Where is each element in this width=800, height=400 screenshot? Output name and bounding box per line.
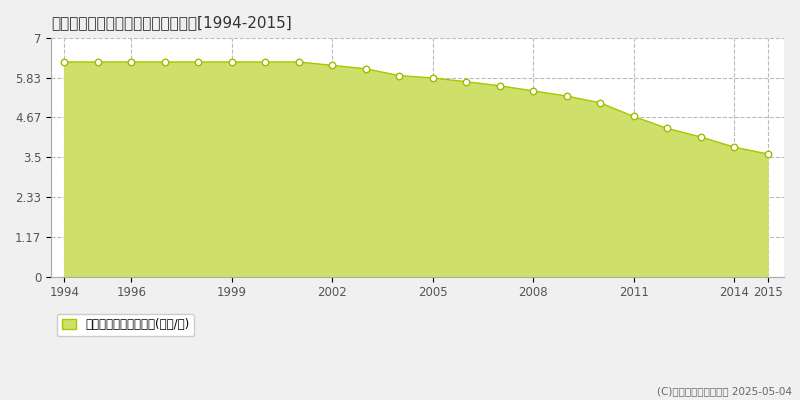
Point — [192, 59, 205, 65]
Point — [91, 59, 104, 65]
Point — [393, 72, 406, 79]
Point — [158, 59, 171, 65]
Point — [661, 125, 674, 132]
Point — [761, 151, 774, 157]
Point — [494, 83, 506, 89]
Point — [594, 100, 606, 106]
Point — [560, 93, 573, 99]
Point — [694, 134, 707, 140]
Point — [292, 59, 305, 65]
Point — [426, 75, 439, 81]
Point — [627, 113, 640, 120]
Point — [326, 62, 338, 68]
Point — [728, 144, 741, 150]
Point — [226, 59, 238, 65]
Point — [460, 78, 473, 85]
Point — [526, 88, 539, 94]
Point — [259, 59, 272, 65]
Point — [58, 59, 70, 65]
Text: 三戸郡五戸町愛宕丁　公示地価推移[1994-2015]: 三戸郡五戸町愛宕丁 公示地価推移[1994-2015] — [51, 15, 292, 30]
Text: (C)土地価格ドットコム 2025-05-04: (C)土地価格ドットコム 2025-05-04 — [657, 386, 792, 396]
Point — [359, 66, 372, 72]
Legend: 公示地価　平均坪単価(万円/坪): 公示地価 平均坪単価(万円/坪) — [57, 314, 194, 336]
Point — [125, 59, 138, 65]
